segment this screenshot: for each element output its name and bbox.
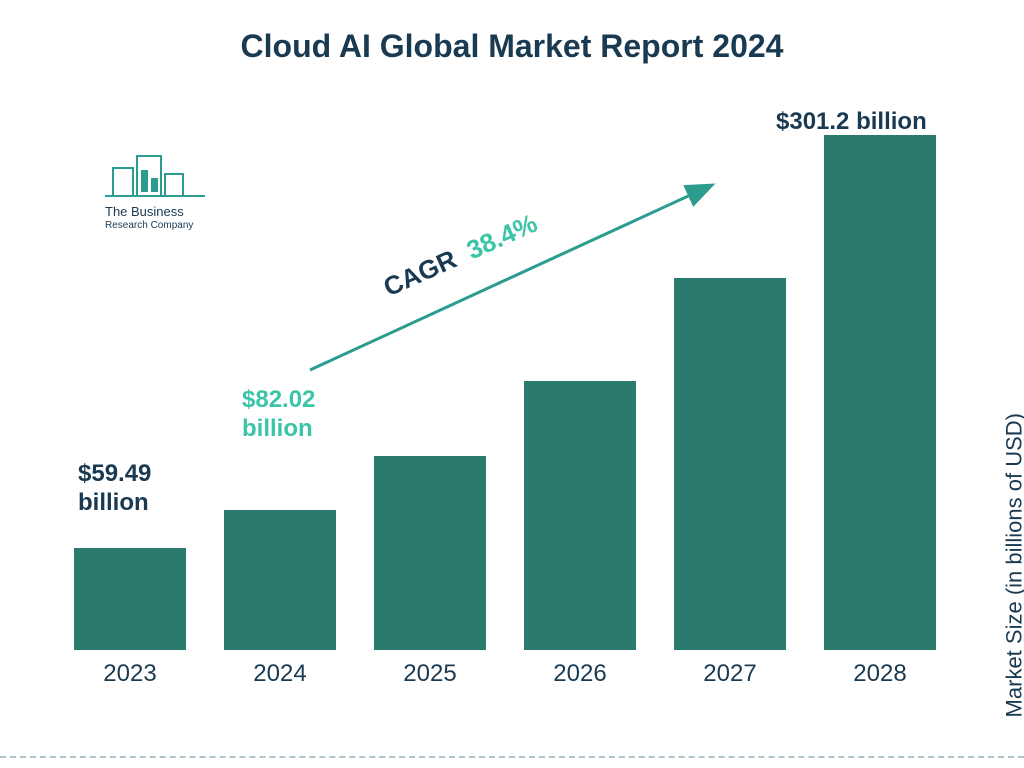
bar-group xyxy=(520,381,640,650)
callout-2024-line1: $82.02 xyxy=(242,386,315,413)
bar xyxy=(224,510,336,650)
bar xyxy=(674,278,786,650)
callout-2028-text: $301.2 billion xyxy=(776,108,927,135)
x-tick-label: 2028 xyxy=(820,660,940,688)
callout-2024: $82.02 billion xyxy=(242,386,315,444)
callout-2023-line2: billion xyxy=(78,489,149,516)
bar-container xyxy=(70,120,940,650)
bar-group xyxy=(820,135,940,650)
bar-group xyxy=(70,548,190,650)
bar-group xyxy=(220,510,340,650)
bar-group xyxy=(670,278,790,650)
callout-2023-line1: $59.49 xyxy=(78,460,151,487)
x-tick-label: 2027 xyxy=(670,660,790,688)
bar xyxy=(824,135,936,650)
bar-chart: 202320242025202620272028 xyxy=(70,120,940,680)
x-axis-labels: 2023 2024 2025 2026 2027 2028 xyxy=(70,660,940,688)
x-tick-label: 2026 xyxy=(520,660,640,688)
bar xyxy=(74,548,186,650)
bar xyxy=(524,381,636,650)
chart-title: Cloud AI Global Market Report 2024 xyxy=(0,28,1024,65)
x-tick-label: 2023 xyxy=(70,660,190,688)
callout-2023: $59.49 billion xyxy=(78,460,151,518)
bottom-divider xyxy=(0,756,1024,758)
callout-2028: $301.2 billion xyxy=(776,108,927,137)
bar xyxy=(374,456,486,650)
bar-group xyxy=(370,456,490,650)
callout-2024-line2: billion xyxy=(242,415,313,442)
x-tick-label: 2024 xyxy=(220,660,340,688)
x-tick-label: 2025 xyxy=(370,660,490,688)
y-axis-label: Market Size (in billions of USD) xyxy=(1001,413,1024,717)
